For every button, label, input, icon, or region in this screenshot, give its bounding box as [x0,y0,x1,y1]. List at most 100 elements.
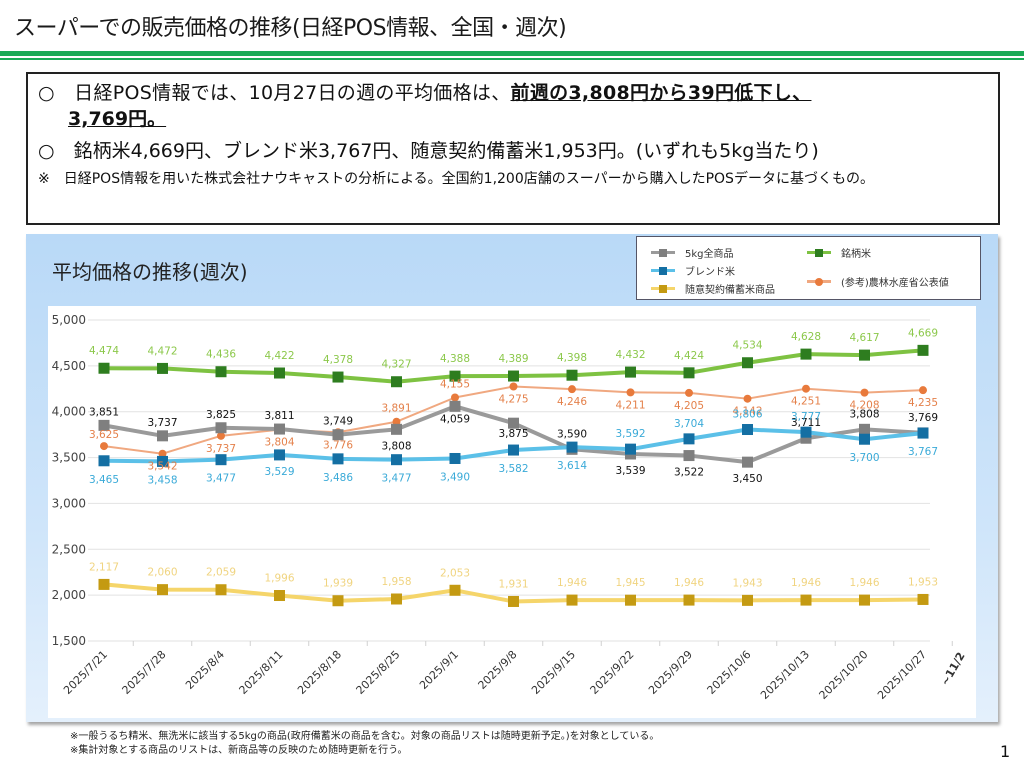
data-label: 3,811 [264,410,294,422]
data-label: 4,474 [89,345,119,357]
series-lines [98,344,929,607]
legend-swatch-maff-reference [807,277,831,286]
data-point [508,370,519,382]
data-point [742,594,753,606]
data-point [626,388,635,397]
data-label: 3,769 [908,412,938,424]
data-point [332,371,344,383]
data-point [800,432,812,444]
data-label: 4,327 [381,359,411,371]
data-label: 3,582 [498,463,528,475]
data-label: 2,117 [89,561,119,573]
y-tick-label: 4,500 [52,359,86,373]
data-label: 4,436 [206,349,236,361]
legend-swatch-all-5kg [651,248,675,257]
legend-item-stockpile-rice: 随意契約備蓄米商品 [651,281,775,296]
data-label: 1,953 [908,576,938,588]
data-label: 4,617 [849,332,879,344]
x-tick-label: 2025/10/6 [705,648,754,697]
data-label: 4,628 [791,331,821,343]
data-point [800,426,812,438]
data-point [919,386,927,395]
data-point [215,366,227,378]
summary-line-1-emphasis: 前週の3,808円から39円低下し、 [510,82,812,104]
data-label: 2,053 [440,567,470,579]
data-point [217,431,225,440]
data-point [391,423,402,435]
data-label: 3,767 [908,446,938,458]
x-tick-label-extra: ~11/2 [938,650,967,688]
data-label: 1,945 [615,577,645,589]
data-point [332,453,344,465]
data-point [566,594,578,606]
data-label: 4,208 [849,400,879,412]
x-tick-label: 2025/10/13 [758,648,812,702]
data-label: 3,542 [147,461,177,473]
legend-label: 銘柄米 [841,249,871,260]
data-label: 3,592 [615,428,645,440]
x-tick-label: 2025/7/28 [120,648,169,697]
page-title: スーパーでの販売価格の推移(日経POS情報、全国・週次) [14,16,567,41]
data-label: 4,378 [323,354,353,366]
data-point [391,454,402,466]
legend-item-all-5kg: 5kg全商品 [651,245,734,260]
data-point [158,449,167,458]
x-tick-label: 2025/9/15 [529,648,578,697]
data-point [742,424,753,436]
data-label: 3,777 [791,411,821,423]
summary-line-2: ○ 銘柄米4,669円、ブレンド米3,767円、随意契約備蓄米1,953円。(い… [38,140,819,162]
data-label: 4,155 [440,378,470,390]
data-label: 3,490 [440,471,470,483]
x-tick-label: 2025/9/1 [417,648,461,692]
data-point [742,456,753,468]
data-label: 3,450 [732,473,762,485]
data-point [157,362,168,374]
data-label: 3,808 [849,408,879,420]
data-point [451,393,459,402]
data-label: 4,432 [615,349,645,361]
x-tick-label: 2025/8/25 [354,648,403,697]
data-point [917,344,929,356]
data-point [449,584,461,596]
data-label: 4,472 [147,345,177,357]
data-label: 4,142 [732,406,762,418]
data-point [859,594,870,606]
data-point [215,584,227,596]
data-label: 4,246 [557,396,587,408]
data-point [742,357,753,369]
data-label: 3,749 [323,416,353,428]
legend-label: 5kg全商品 [685,249,734,260]
chart-title: 平均価格の推移(週次) [52,260,248,284]
data-point [509,382,518,391]
data-label: 3,590 [557,428,587,440]
data-point [917,427,929,439]
data-label: 3,465 [89,474,119,486]
data-label: 3,737 [147,417,177,429]
legend-item-brand-rice: 銘柄米 [807,245,871,260]
data-point [683,367,695,379]
data-point [683,433,695,445]
data-point [100,442,108,451]
data-point [800,348,812,360]
legend-label: ブレンド米 [685,267,735,278]
data-label: 2,059 [206,567,236,579]
data-label: 1,931 [498,578,528,590]
data-point [98,578,110,590]
data-point [743,394,752,403]
data-point [625,366,636,378]
data-point [625,594,636,606]
y-tick-label: 1,500 [52,634,86,648]
header-rule-thick [0,51,1024,56]
data-label: 1,943 [732,577,762,589]
data-point [568,385,576,394]
data-label: 3,486 [323,472,353,484]
data-point [683,450,695,462]
x-tick-label: 2025/9/8 [475,648,519,692]
y-tick-label: 3,500 [52,451,86,465]
data-point [508,595,519,607]
data-label: 3,808 [381,440,411,452]
data-label: 3,700 [849,452,879,464]
data-label: 4,669 [908,327,938,339]
data-label: 3,825 [206,409,236,421]
